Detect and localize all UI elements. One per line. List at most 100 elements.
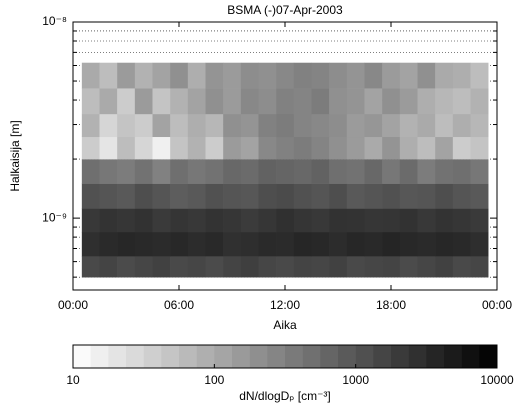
heatmap-cell xyxy=(117,231,136,257)
colorbar-swatch xyxy=(126,345,144,368)
heatmap-cell xyxy=(187,136,206,160)
heatmap-cell xyxy=(329,256,348,278)
heatmap-cell xyxy=(276,88,295,115)
heatmap-cell xyxy=(276,159,295,184)
heatmap-cell xyxy=(417,208,436,233)
heatmap-cell xyxy=(205,62,224,89)
heatmap-cell xyxy=(311,88,330,115)
heatmap-cell xyxy=(399,159,418,184)
heatmap-cell xyxy=(223,62,242,89)
colorbar-tick-label: 10 xyxy=(66,373,80,387)
heatmap-cell xyxy=(364,113,383,138)
heatmap-cell xyxy=(435,159,454,184)
heatmap-cell xyxy=(240,88,259,115)
heatmap-cell xyxy=(81,113,100,138)
heatmap-cell xyxy=(134,256,153,278)
heatmap-cell xyxy=(293,183,312,209)
heatmap-cell xyxy=(205,159,224,184)
heatmap-cell xyxy=(134,136,153,160)
heatmap-cell xyxy=(276,208,295,233)
heatmap-cell xyxy=(187,88,206,115)
heatmap-cell xyxy=(240,136,259,160)
heatmap-cell xyxy=(293,159,312,184)
heatmap-cell xyxy=(470,208,489,233)
heatmap-cell xyxy=(329,113,348,138)
heatmap-cell xyxy=(364,231,383,257)
heatmap-cell xyxy=(170,62,189,89)
heatmap-cell xyxy=(240,231,259,257)
heatmap-cell xyxy=(134,113,153,138)
heatmap-cell xyxy=(470,231,489,257)
heatmap-cell xyxy=(382,159,401,184)
heatmap-cell xyxy=(311,183,330,209)
heatmap-cell xyxy=(258,208,277,233)
heatmap-cell xyxy=(311,159,330,184)
heatmap-cell xyxy=(81,208,100,233)
heatmap-cell xyxy=(276,113,295,138)
heatmap-cell xyxy=(470,62,489,89)
heatmap-cell xyxy=(293,136,312,160)
heatmap-cell xyxy=(276,183,295,209)
heatmap-cell xyxy=(311,113,330,138)
heatmap-cell xyxy=(329,159,348,184)
heatmap-cell xyxy=(223,208,242,233)
heatmap-cell xyxy=(258,159,277,184)
heatmap-cell xyxy=(311,231,330,257)
heatmap-cell xyxy=(187,208,206,233)
colorbar-swatch xyxy=(391,345,409,368)
heatmap-cell xyxy=(452,136,471,160)
heatmap-cell xyxy=(417,62,436,89)
heatmap-cell xyxy=(452,208,471,233)
colorbar-swatch xyxy=(214,345,233,368)
heatmap-cell xyxy=(152,62,171,89)
heatmap-cell xyxy=(187,231,206,257)
heatmap-cell xyxy=(170,208,189,233)
heatmap-cell xyxy=(382,88,401,115)
heatmap-cell xyxy=(152,159,171,184)
heatmap-cell xyxy=(223,159,242,184)
heatmap-cell xyxy=(452,159,471,184)
heatmap-cell xyxy=(152,256,171,278)
colorbar-swatch xyxy=(267,345,286,368)
heatmap-cell xyxy=(452,256,471,278)
heatmap-cell xyxy=(205,136,224,160)
heatmap-cell xyxy=(170,159,189,184)
colorbar-label: dN/dlogDₚ [cm⁻³] xyxy=(239,389,331,403)
heatmap-cell xyxy=(346,159,365,184)
colorbar-swatch xyxy=(232,345,250,368)
heatmap-cell xyxy=(205,113,224,138)
heatmap-cell xyxy=(435,62,454,89)
heatmap-cell xyxy=(187,256,206,278)
heatmap-cell xyxy=(99,231,118,257)
heatmap-cell xyxy=(152,231,171,257)
heatmap-cell xyxy=(205,231,224,257)
heatmap-cell xyxy=(240,113,259,138)
heatmap-cell xyxy=(417,231,436,257)
colorbar-swatch xyxy=(249,345,268,368)
heatmap-cell xyxy=(276,62,295,89)
heatmap-cell xyxy=(293,208,312,233)
heatmap-cell xyxy=(99,136,118,160)
colorbar-swatch xyxy=(196,345,215,368)
x-tick-label: 12:00 xyxy=(270,298,300,312)
colorbar-swatch xyxy=(320,345,339,368)
heatmap-cell xyxy=(382,231,401,257)
heatmap-cell xyxy=(117,62,136,89)
colorbar-swatch xyxy=(338,345,356,368)
colorbar-swatch xyxy=(408,345,427,368)
x-tick-label: 06:00 xyxy=(164,298,194,312)
heatmap-cell xyxy=(329,88,348,115)
heatmap-cell xyxy=(399,256,418,278)
heatmap-cell xyxy=(117,159,136,184)
heatmap-cell xyxy=(346,62,365,89)
heatmap-cell xyxy=(187,113,206,138)
heatmap-cell xyxy=(435,256,454,278)
heatmap-cell xyxy=(117,113,136,138)
heatmap-cell xyxy=(435,88,454,115)
heatmap-cell xyxy=(364,159,383,184)
heatmap-cell xyxy=(170,136,189,160)
heatmap-cell xyxy=(293,231,312,257)
heatmap-cell xyxy=(134,62,153,89)
x-axis-label: Aika xyxy=(273,318,297,332)
heatmap-cell xyxy=(134,231,153,257)
